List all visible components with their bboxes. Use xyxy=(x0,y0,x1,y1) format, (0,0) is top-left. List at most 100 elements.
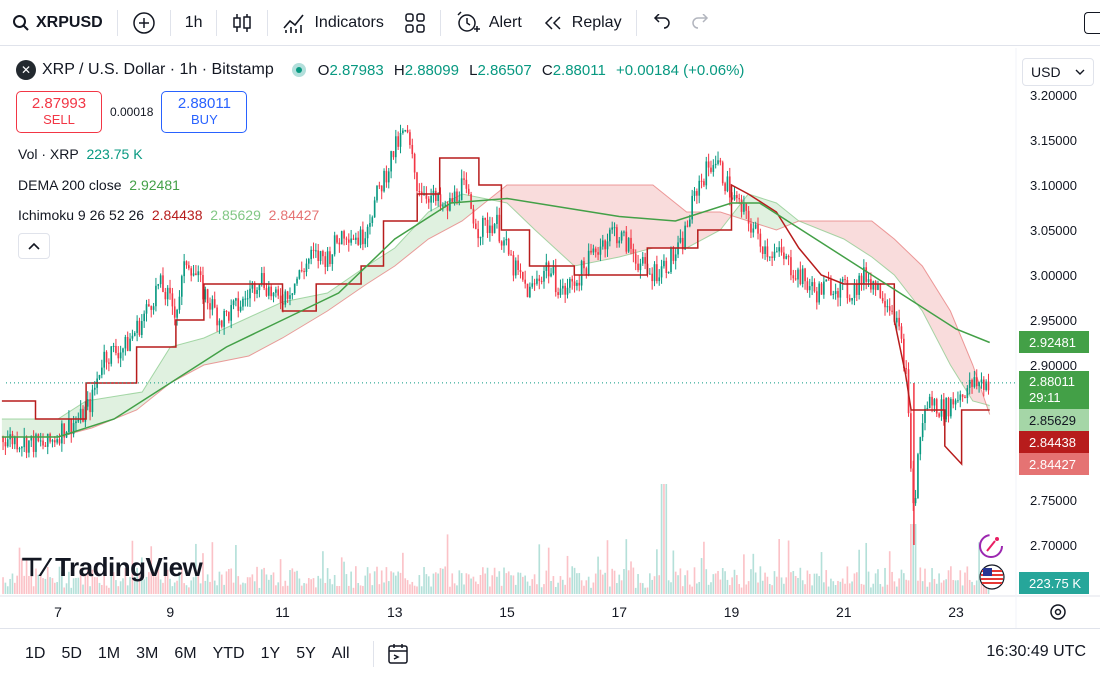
candle-body xyxy=(778,247,781,252)
candle-body xyxy=(352,238,355,240)
candle-body xyxy=(458,200,461,202)
range-button-1d[interactable]: 1D xyxy=(25,645,46,662)
volume-bar xyxy=(359,585,362,594)
chart-type-button[interactable] xyxy=(221,0,263,46)
price-axis-label: 3.20000 xyxy=(1030,88,1077,103)
tradingview-watermark[interactable]: ⊤⁄ TradingView xyxy=(20,552,203,582)
candle-body xyxy=(16,437,18,450)
candle-body xyxy=(858,275,860,295)
toolbar-divider xyxy=(635,9,637,36)
candle-body xyxy=(693,191,696,196)
candle-body xyxy=(91,389,94,413)
candle-body xyxy=(126,336,129,351)
candle-body xyxy=(190,268,193,276)
replay-button[interactable]: Replay xyxy=(532,0,632,46)
volume-legend[interactable]: Vol · XRP 223.75 K xyxy=(18,146,143,162)
symbol-search[interactable]: XRPUSD xyxy=(0,0,113,46)
candle-body xyxy=(524,279,526,284)
volume-bar xyxy=(13,582,16,594)
chart-settings-icon[interactable] xyxy=(1050,604,1066,620)
interval-button[interactable]: 1h xyxy=(175,0,213,46)
volume-bar xyxy=(482,567,484,594)
range-button-1y[interactable]: 1Y xyxy=(260,645,281,662)
us-flag-icon[interactable] xyxy=(979,564,1005,590)
volume-bar xyxy=(479,574,482,594)
chart-overlay-icons xyxy=(979,534,1005,590)
candle-body xyxy=(957,400,959,402)
candle-body xyxy=(183,261,185,277)
volume-bar xyxy=(881,586,884,594)
volume-bar xyxy=(924,568,926,594)
compare-button[interactable] xyxy=(122,0,166,46)
candle-body xyxy=(373,200,376,218)
collapse-legend-button[interactable] xyxy=(18,233,50,259)
layout-button[interactable] xyxy=(1084,12,1100,34)
time-axis-label: 23 xyxy=(948,604,964,620)
redo-button[interactable] xyxy=(681,0,721,46)
volume-bar xyxy=(787,540,790,594)
market-status-icon[interactable] xyxy=(291,63,306,77)
volume-bar xyxy=(799,567,802,594)
sell-button[interactable]: 2.87993 SELL xyxy=(16,91,102,133)
candle-body xyxy=(696,191,698,196)
buy-button[interactable]: 2.88011 BUY xyxy=(161,91,248,133)
range-button-6m[interactable]: 6M xyxy=(174,645,197,662)
candle-body xyxy=(279,295,282,303)
volume-bar xyxy=(390,571,392,594)
candle-body xyxy=(964,396,966,398)
volume-bar xyxy=(420,586,423,594)
candle-body xyxy=(601,240,604,247)
volume-bar xyxy=(244,583,247,594)
volume-bar xyxy=(721,568,724,594)
goto-date-button[interactable] xyxy=(386,642,410,666)
volume-bar xyxy=(611,568,614,594)
candle-body xyxy=(674,254,677,261)
utc-clock[interactable]: 16:30:49 UTC xyxy=(986,643,1086,660)
undo-button[interactable] xyxy=(641,0,681,46)
candle-body xyxy=(834,291,837,294)
candle-body xyxy=(750,223,752,233)
dema-legend[interactable]: DEMA 200 close 2.92481 xyxy=(18,177,180,193)
range-button-3m[interactable]: 3M xyxy=(136,645,159,662)
volume-bar xyxy=(58,566,61,594)
candle-body xyxy=(587,250,590,276)
currency-select[interactable]: USD xyxy=(1022,58,1094,86)
candle-body xyxy=(350,238,352,243)
range-button-5y[interactable]: 5Y xyxy=(296,645,316,662)
volume-bar xyxy=(145,576,148,594)
volume-bar xyxy=(696,583,698,594)
volume-bar xyxy=(557,582,559,594)
candle-body xyxy=(155,285,157,307)
volume-bar xyxy=(456,585,458,594)
templates-button[interactable] xyxy=(394,0,436,46)
candle-body xyxy=(444,204,447,206)
volume-bar xyxy=(18,547,21,594)
volume-bar xyxy=(265,574,268,594)
candle-body xyxy=(162,275,164,292)
candle-body xyxy=(933,399,936,406)
volume-bar xyxy=(754,572,757,594)
candle-body xyxy=(705,161,708,186)
candle-body xyxy=(712,165,715,172)
volume-bar xyxy=(477,584,479,594)
indicators-button[interactable]: Indicators xyxy=(272,0,393,46)
alert-button[interactable]: Alert xyxy=(445,0,532,46)
range-button-ytd[interactable]: YTD xyxy=(212,645,245,662)
volume-bar xyxy=(213,580,216,594)
candle-body xyxy=(345,238,348,240)
range-button-1m[interactable]: 1M xyxy=(97,645,121,662)
candle-body xyxy=(670,248,672,273)
volume-bar xyxy=(260,569,263,594)
volume-bar xyxy=(724,571,726,594)
volume-bar xyxy=(185,585,188,594)
range-button-5d[interactable]: 5D xyxy=(61,645,82,662)
candle-body xyxy=(559,288,562,295)
magic-icon[interactable] xyxy=(979,534,1003,558)
ichimoku-legend[interactable]: Ichimoku 9 26 52 26 2.84438 2.85629 2.84… xyxy=(18,207,320,223)
ichimoku-span-a-value: 2.85629 xyxy=(210,207,261,223)
volume-bar xyxy=(561,579,564,594)
range-button-all[interactable]: All xyxy=(331,645,350,662)
volume-bar xyxy=(691,586,693,594)
candle-body xyxy=(164,291,167,300)
